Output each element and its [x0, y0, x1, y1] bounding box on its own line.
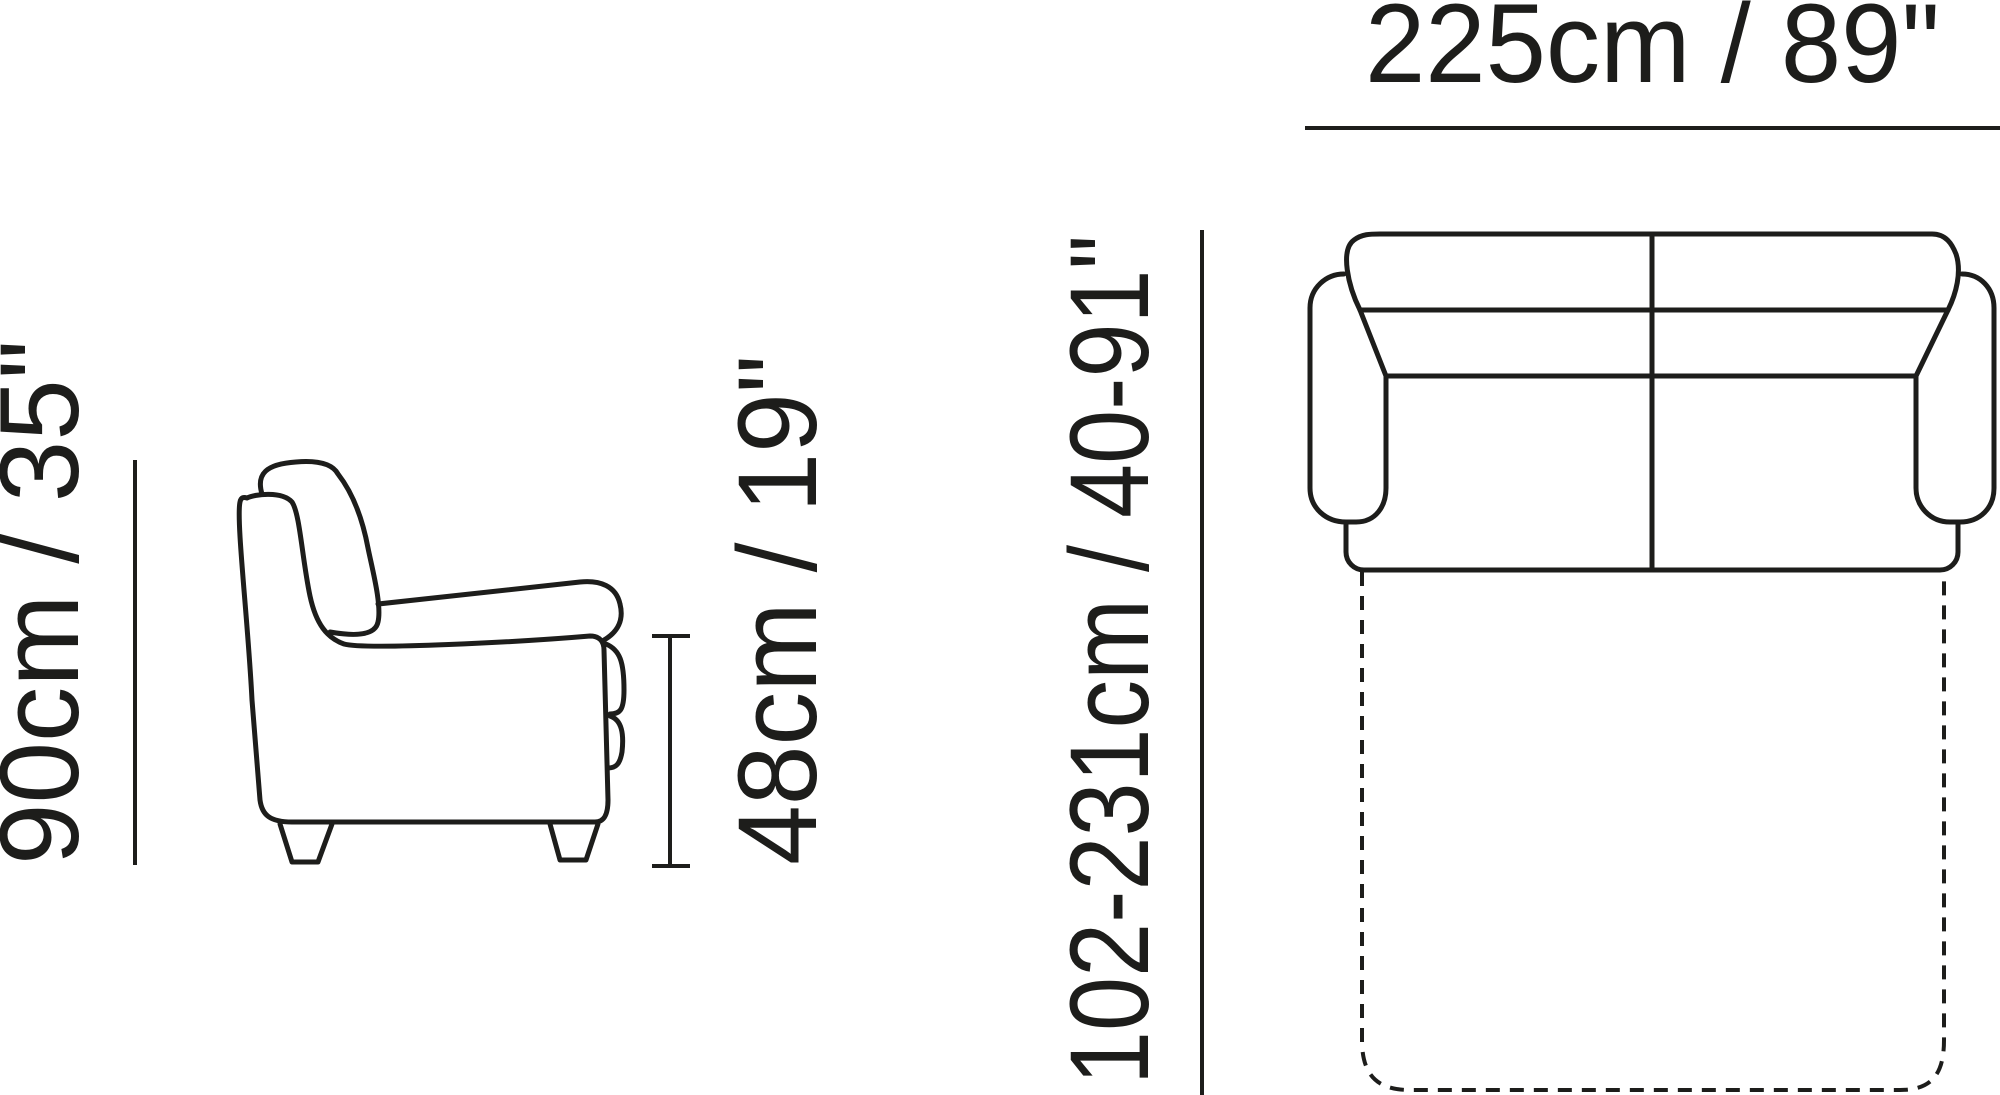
width-dimension: 225cm / 89" — [1305, 0, 2000, 130]
seat-height-dimension: 48cm / 19" — [652, 355, 840, 868]
top-right-arm — [1913, 271, 1997, 525]
seat-cushion — [375, 579, 624, 643]
backrest-cushion — [257, 459, 382, 637]
sofa-top-view — [1307, 231, 1997, 1092]
arm-front-detail — [603, 641, 627, 771]
top-backrest — [1344, 231, 1961, 313]
top-left-arm — [1307, 271, 1389, 525]
depth-label: 102-231cm / 40-91" — [1047, 235, 1172, 1085]
depth-dimension: 102-231cm / 40-91" — [1047, 230, 1204, 1095]
back-leg — [277, 821, 335, 865]
seat-height-label: 48cm / 19" — [715, 355, 840, 865]
overall-height-label: 90cm / 35" — [0, 340, 102, 865]
sofa-frame-outline — [236, 491, 611, 825]
sofa-side-view — [236, 459, 627, 865]
extended-bed-outline — [1360, 572, 1946, 1092]
width-label: 225cm / 89" — [1365, 0, 1940, 106]
front-leg — [547, 821, 601, 863]
overall-height-dimension: 90cm / 35" — [0, 340, 137, 865]
